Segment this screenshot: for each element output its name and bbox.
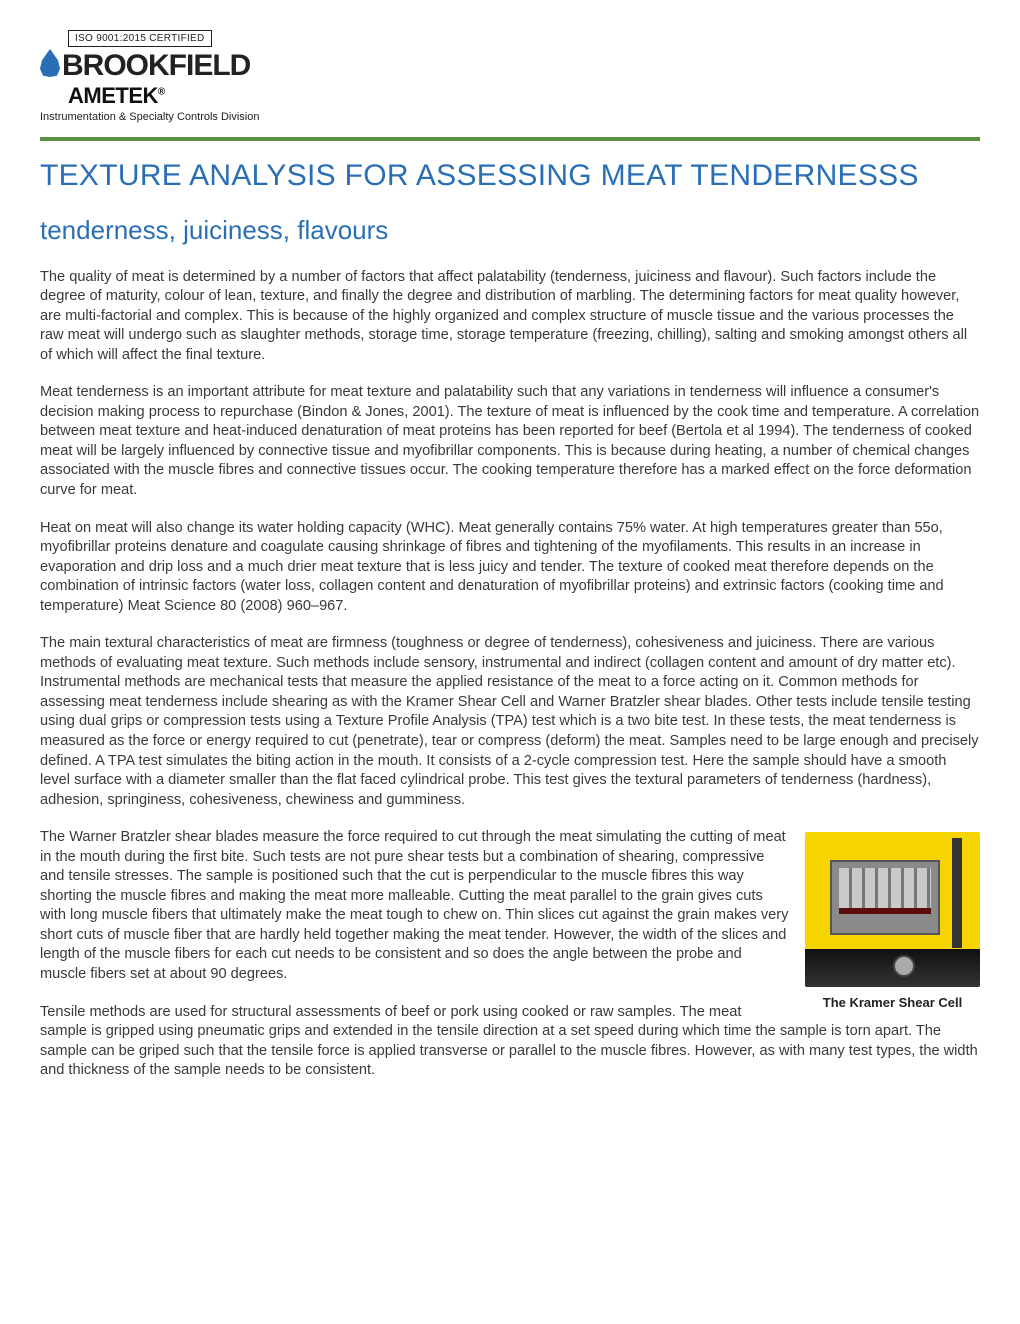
header-rule [40,137,980,141]
brand-name: BROOKFIELD [62,49,250,82]
division-label: Instrumentation & Specialty Controls Div… [40,111,330,123]
kramer-shear-cell-figure: The Kramer Shear Cell [805,832,980,1010]
brand-logo-block: ISO 9001:2015 CERTIFIED BROOKFIELD AMETE… [40,28,980,123]
parent-brand: AMETEK [68,83,158,108]
body-paragraph: Tensile methods are used for structural … [40,1003,980,1081]
drop-icon [40,49,60,77]
ametek-wordmark: AMETEK® [68,83,330,109]
figure-caption: The Kramer Shear Cell [805,995,980,1010]
registered-mark: ® [158,86,165,97]
body-paragraph: The quality of meat is determined by a n… [40,268,980,366]
brookfield-wordmark: BROOKFIELD [40,49,330,81]
body-paragraph: Meat tenderness is an important attribut… [40,383,980,500]
page-subtitle: tenderness, juiciness, flavours [40,215,980,246]
page-title: TEXTURE ANALYSIS FOR ASSESSING MEAT TEND… [40,159,980,193]
body-paragraph: The main textural characteristics of mea… [40,634,980,810]
iso-cert-label: ISO 9001:2015 CERTIFIED [68,30,212,47]
body-paragraph: Heat on meat will also change its water … [40,519,980,617]
kramer-shear-cell-image [805,832,980,987]
